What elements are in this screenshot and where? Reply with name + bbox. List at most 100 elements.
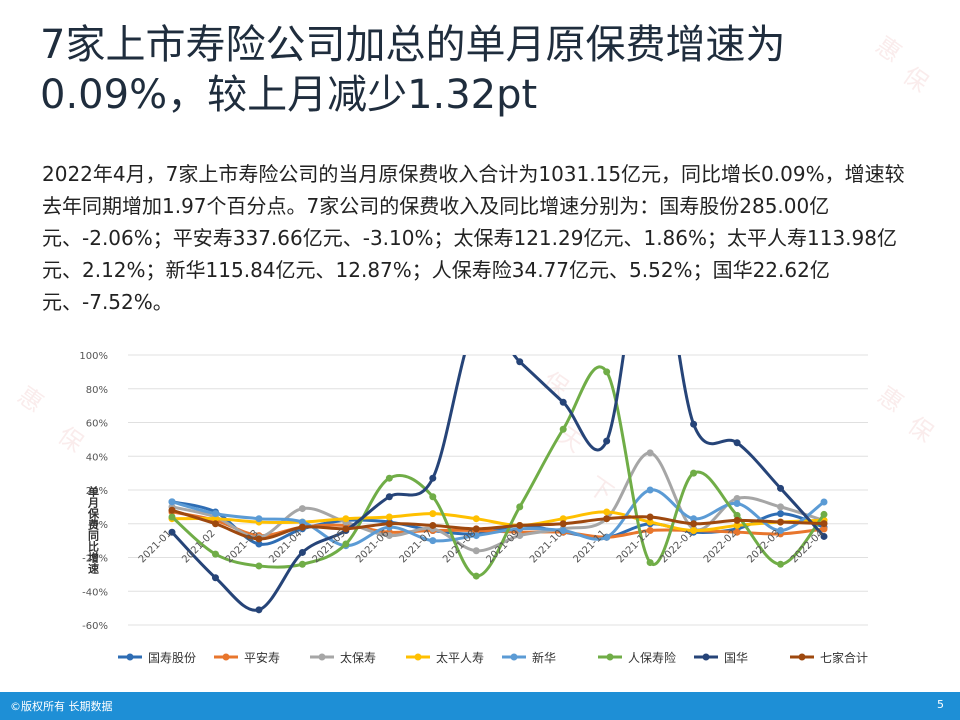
data-point — [472, 515, 480, 523]
series-line — [170, 355, 826, 612]
data-point — [472, 525, 480, 533]
data-point — [255, 535, 263, 543]
data-point — [211, 550, 219, 558]
data-point — [777, 503, 785, 511]
data-point — [733, 500, 741, 507]
legend-item: 国华 — [694, 651, 748, 665]
data-point — [472, 532, 480, 540]
data-point — [168, 506, 176, 514]
legend-label: 国寿股份 — [148, 651, 196, 665]
legend-item: 人保寿险 — [598, 650, 676, 665]
data-point — [211, 520, 219, 528]
data-point — [168, 528, 176, 536]
data-point — [820, 520, 828, 528]
data-point — [646, 449, 654, 457]
data-point — [298, 560, 306, 568]
y-axis-label: 单月保费同比增速 — [87, 485, 101, 575]
legend-label: 平安寿 — [244, 650, 280, 665]
data-point — [211, 515, 219, 523]
data-point — [820, 532, 828, 540]
data-point — [342, 525, 350, 533]
data-point — [472, 547, 480, 555]
x-tick-label: 2021-01 — [137, 528, 174, 565]
data-point — [646, 527, 654, 534]
y-tick-label: 100% — [79, 351, 108, 362]
data-point — [429, 474, 437, 482]
y-tick-label: 20% — [86, 486, 108, 497]
data-point — [603, 533, 611, 541]
watermark-glyph: 惠 — [872, 381, 909, 418]
data-point — [298, 505, 306, 513]
data-point — [603, 508, 611, 516]
legend-item: 七家合计 — [790, 650, 868, 665]
data-point — [690, 420, 698, 428]
growth-line-chart: -60% -40% -20% 0% 20% 40% 60% 80% 100% 单月保费同比增速 … — [78, 345, 878, 675]
y-axis-ticks: -60% -40% -20% 0% 20% 40% 60% 80% 100% — [79, 351, 108, 632]
data-point — [516, 358, 524, 366]
data-point — [646, 518, 654, 526]
data-point — [646, 559, 654, 567]
copyright-text: ©版权所有 长期数据 — [10, 700, 113, 713]
legend-item: 太保寿 — [310, 650, 376, 665]
data-point — [516, 521, 524, 529]
data-point — [255, 606, 263, 614]
data-point — [733, 521, 741, 529]
legend-marker — [702, 653, 710, 661]
data-point — [690, 527, 698, 534]
legend-item: 国寿股份 — [118, 651, 196, 665]
legend-marker — [510, 653, 518, 661]
data-point — [255, 515, 263, 523]
legend-label: 新华 — [532, 650, 556, 665]
data-point — [559, 398, 567, 406]
data-point — [211, 510, 219, 518]
data-point — [429, 510, 437, 518]
data-point — [603, 515, 611, 523]
data-point — [603, 368, 611, 376]
data-point — [733, 439, 741, 447]
data-point — [733, 516, 741, 524]
data-point — [298, 548, 306, 556]
data-point — [516, 503, 524, 511]
data-point — [559, 527, 567, 534]
legend-label: 国华 — [724, 651, 748, 665]
data-point — [820, 498, 828, 506]
data-point — [777, 527, 785, 534]
data-point — [516, 532, 524, 540]
data-point — [385, 513, 393, 521]
data-point — [168, 513, 176, 521]
data-point — [690, 515, 698, 523]
data-point — [777, 484, 785, 492]
summary-paragraph: 2022年4月，7家上市寿险公司的当月原保费收入合计为1031.15亿元，同比增… — [42, 162, 905, 314]
y-tick-label: 0% — [92, 520, 108, 531]
data-point — [646, 486, 654, 494]
data-point — [429, 537, 437, 545]
legend-marker — [318, 653, 326, 661]
data-point — [690, 520, 698, 528]
y-tick-label: 80% — [86, 385, 108, 396]
y-tick-label: 40% — [86, 452, 108, 463]
y-tick-label: -40% — [82, 587, 108, 598]
data-point — [255, 562, 263, 570]
data-point — [820, 525, 828, 533]
series-line — [171, 510, 825, 533]
chart-svg: -60%-40%-20%0%20%40%60%80%100% 单月保费同比增速 … — [79, 351, 868, 665]
data-point — [777, 518, 785, 526]
series-七家合计 — [168, 506, 828, 543]
data-point — [385, 474, 393, 482]
data-point — [733, 494, 741, 502]
data-point — [559, 520, 567, 528]
legend-item: 新华 — [502, 650, 556, 665]
page-number: 5 — [937, 698, 944, 711]
data-point — [733, 528, 741, 536]
data-point — [646, 513, 654, 521]
legend-item: 平安寿 — [214, 650, 280, 665]
data-point — [385, 532, 393, 540]
data-point — [559, 425, 567, 433]
data-point — [429, 493, 437, 501]
data-point — [690, 469, 698, 477]
series-line — [171, 508, 825, 541]
y-tick-label: -60% — [82, 621, 108, 632]
data-point — [777, 510, 785, 518]
watermark-glyph: 保 — [902, 411, 939, 448]
legend-marker — [126, 653, 134, 661]
